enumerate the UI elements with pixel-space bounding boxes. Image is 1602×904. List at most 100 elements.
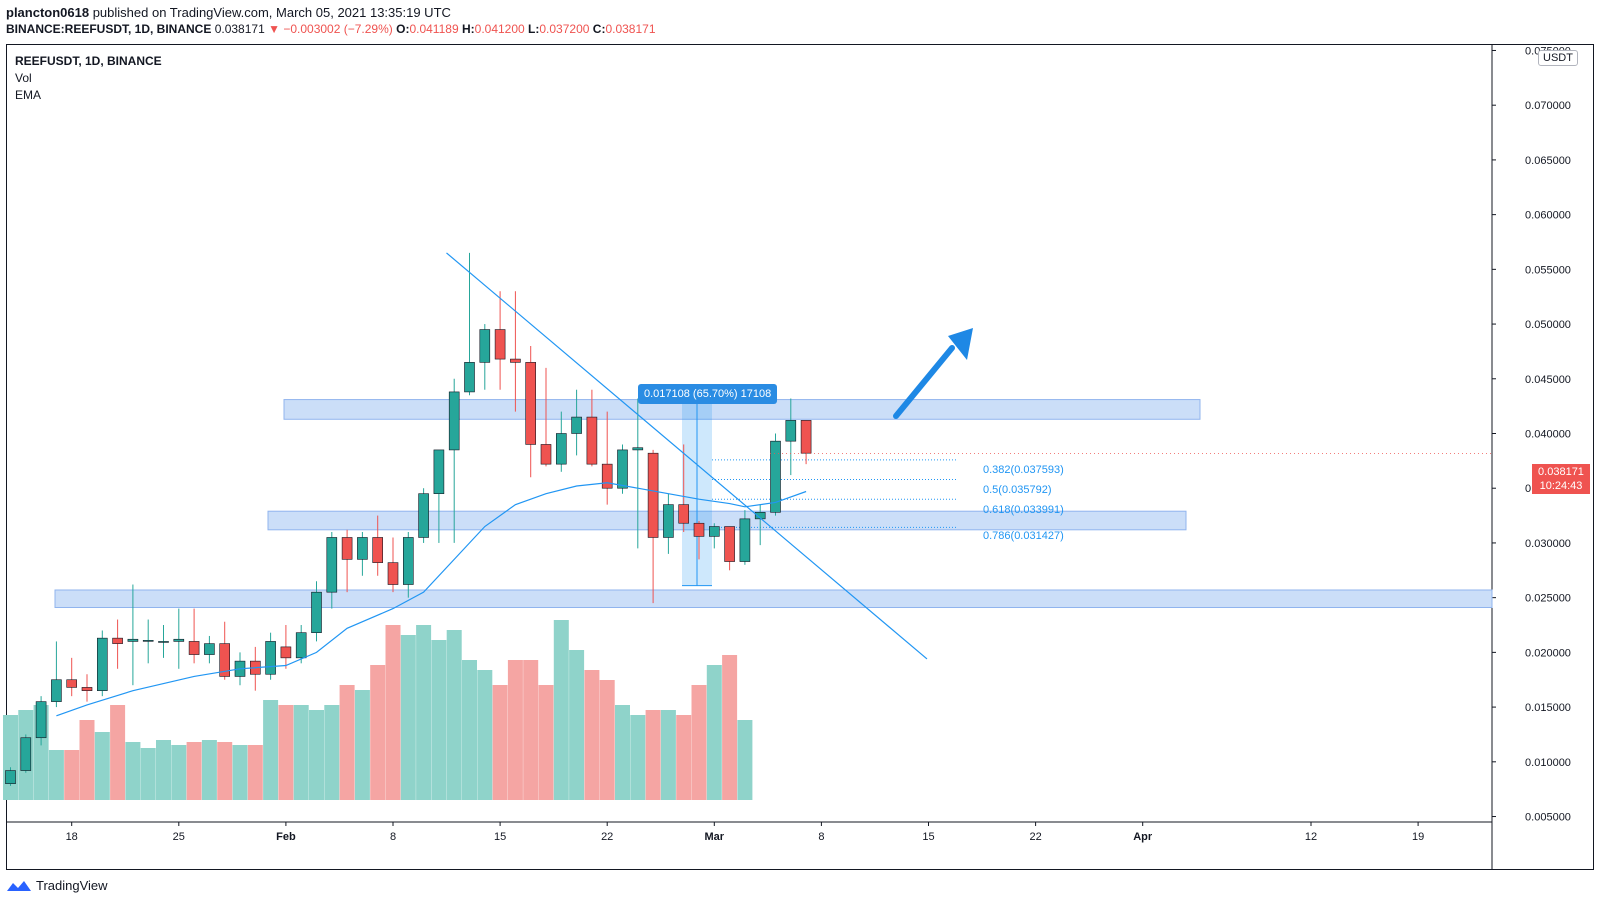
x-tick-label: 19 — [1412, 831, 1424, 843]
x-tick-label: 22 — [1029, 831, 1041, 843]
candle-body — [173, 638, 185, 642]
candle-body — [708, 526, 720, 537]
volume-bar — [3, 715, 18, 800]
x-tick-label: 15 — [494, 831, 506, 843]
candle-body — [66, 679, 77, 688]
candle-body — [754, 511, 766, 520]
ema-line — [56, 482, 807, 717]
high-label: H: — [461, 22, 475, 36]
bullish-arrow-shaft — [893, 345, 955, 419]
candle-body — [601, 463, 613, 489]
volume-bar — [48, 750, 64, 800]
legend-volume[interactable]: Vol — [15, 71, 32, 85]
candle-body — [525, 362, 537, 445]
candle-body — [770, 440, 781, 513]
close-value: 0.038171 — [605, 22, 656, 36]
legend-ema[interactable]: EMA — [15, 88, 42, 102]
footer-brand[interactable]: TradingView — [36, 878, 108, 893]
volume-bar — [584, 670, 600, 800]
candle-body — [632, 447, 644, 451]
volume-bar — [416, 625, 432, 800]
fib-label-0382: 0.382(0.037593) — [983, 464, 1064, 476]
bullish-arrow-head — [948, 328, 973, 360]
currency-badge[interactable]: USDT — [1538, 50, 1578, 66]
candle-body — [433, 449, 445, 494]
volume-bar — [125, 742, 141, 800]
candle-body — [204, 643, 215, 655]
y-tick-label: 0.045000 — [1525, 374, 1571, 386]
volume-bar — [492, 685, 508, 800]
author-name[interactable]: plancton0618 — [6, 5, 90, 20]
candle-body — [341, 537, 353, 560]
candle-body — [402, 537, 414, 585]
candle-body — [372, 537, 384, 563]
candle-body — [295, 632, 307, 659]
volume-bar — [247, 745, 263, 800]
volume-bar — [263, 700, 279, 800]
y-tick-label: 0.030000 — [1525, 538, 1571, 550]
y-tick-label: 0.060000 — [1525, 210, 1571, 222]
y-tick-label: 0.070000 — [1525, 100, 1571, 112]
x-tick-label: 22 — [601, 831, 613, 843]
candle-body — [311, 591, 322, 633]
fib-label-0618: 0.618(0.033991) — [983, 504, 1064, 516]
volume-bar — [523, 660, 539, 800]
publish-text: published on TradingView.com, March 05, … — [89, 5, 451, 20]
chart-legend: REEFUSDT, 1D, BINANCE Vol EMA — [15, 53, 162, 104]
candle-body — [265, 641, 276, 675]
y-tick-label: 0.015000 — [1525, 702, 1571, 714]
fib-label-05: 0.5(0.035792) — [983, 484, 1052, 496]
candle-body — [494, 329, 506, 360]
volume-bar — [278, 705, 294, 800]
volume-bar — [293, 705, 309, 800]
y-tick-label: 0.020000 — [1525, 647, 1571, 659]
candle-body — [724, 526, 735, 562]
x-tick-label: 18 — [66, 831, 78, 843]
x-tick-label: Feb — [276, 831, 296, 843]
candle-body — [785, 420, 797, 442]
candle-body — [586, 416, 598, 465]
candle-body — [387, 562, 399, 585]
x-tick-label: 8 — [390, 831, 396, 843]
volume-bar — [79, 720, 95, 800]
candle-body — [693, 522, 705, 537]
publish-info: plancton0618 published on TradingView.co… — [6, 5, 451, 20]
candle-body — [448, 391, 460, 451]
candle-body — [647, 452, 659, 538]
volume-bar — [722, 655, 738, 800]
volume-bar — [186, 742, 202, 800]
candle-body — [51, 679, 62, 702]
volume-bar — [569, 650, 585, 800]
ohlc-bar: BINANCE:REEFUSDT, 1D, BINANCE 0.038171 ▼… — [6, 22, 656, 36]
volume-bar — [553, 620, 569, 800]
volume-bar — [599, 680, 615, 800]
candle-body — [280, 646, 292, 659]
footer: TradingView — [6, 878, 108, 893]
candle-body — [555, 433, 567, 465]
price-change: −0.003002 (−7.29%) — [283, 22, 393, 36]
legend-symbol[interactable]: REEFUSDT, 1D, BINANCE — [15, 54, 162, 68]
volume-bar — [64, 750, 80, 800]
volume-bar — [201, 740, 217, 800]
x-tick-label: 12 — [1305, 831, 1317, 843]
low-value: 0.037200 — [539, 22, 590, 36]
y-tick-label: 0.050000 — [1525, 319, 1571, 331]
volume-bar — [538, 685, 554, 800]
chart-frame[interactable] — [6, 44, 1594, 870]
fib-label-0786: 0.786(0.031427) — [983, 530, 1064, 542]
candle-body — [97, 637, 108, 691]
measure-label: 0.017108 (65.70%) 17108 — [638, 384, 778, 404]
volume-bar — [507, 660, 523, 800]
candle-body — [617, 449, 628, 489]
candle-body — [112, 637, 123, 644]
candle-body — [35, 701, 47, 739]
candle-body — [571, 416, 582, 434]
x-tick-label: 15 — [922, 831, 934, 843]
sr-zone — [54, 589, 1493, 609]
candle-body — [678, 504, 690, 524]
high-value: 0.041200 — [474, 22, 525, 36]
volume-bar — [140, 748, 156, 800]
volume-bar — [385, 625, 401, 800]
volume-bar — [660, 710, 676, 800]
